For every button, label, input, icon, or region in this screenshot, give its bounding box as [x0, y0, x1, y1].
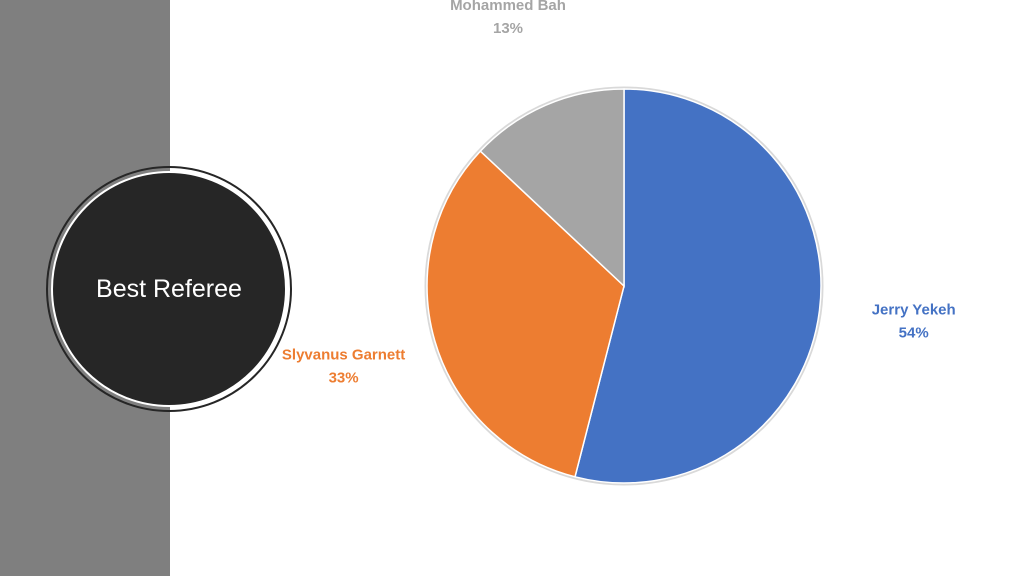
data-label-name: Jerry Yekeh — [872, 302, 956, 319]
data-label-value: 33% — [329, 370, 359, 387]
data-label-value: 54% — [899, 325, 929, 342]
pie-slices — [424, 86, 824, 486]
data-label-slyvanus-garnett: Slyvanus Garnett 33% — [282, 347, 405, 387]
pie-slice-jerry-yekeh — [574, 88, 822, 484]
data-label-mohammed-bah: Mohammed Bah 13% — [450, 0, 566, 37]
data-label-value: 13% — [493, 20, 523, 37]
data-label-name: Slyvanus Garnett — [282, 347, 405, 364]
pie-slice-slyvanus-garnett — [426, 150, 625, 478]
title-circle: Best Referee — [51, 171, 287, 407]
pie-outline — [424, 86, 824, 486]
slide-title: Best Referee — [96, 274, 242, 303]
title-circle-ring — [46, 166, 292, 412]
pie-slice-mohammed-bah — [479, 88, 625, 288]
data-label-jerry-yekeh: Jerry Yekeh 54% — [872, 302, 956, 342]
pie-labels: Jerry Yekeh 54% Slyvanus Garnett 33% Mohamme… — [282, 0, 956, 387]
data-label-name: Mohammed Bah — [450, 0, 566, 14]
